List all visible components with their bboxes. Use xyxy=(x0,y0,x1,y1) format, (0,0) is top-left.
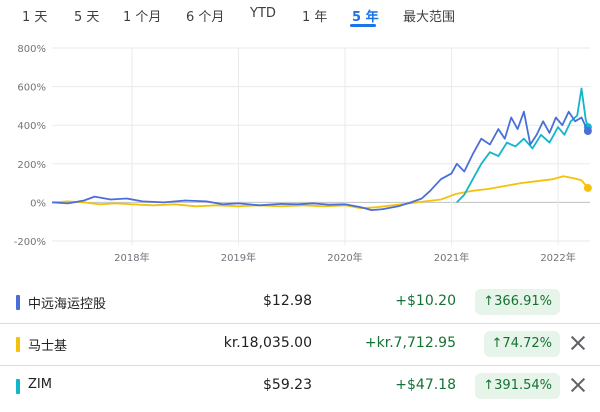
active-tab-underline xyxy=(350,24,376,27)
y-tick-label: -200% xyxy=(14,237,46,248)
comparison-row-maersk[interactable]: 马士基 kr.18,035.00 +kr.7,712.95 ↑74.72% xyxy=(0,324,600,366)
tab-5-years[interactable]: 5 年 xyxy=(352,10,379,25)
x-tick-label: 2018年 xyxy=(114,251,149,264)
x-tick-label: 2022年 xyxy=(540,251,575,264)
y-tick-label: 0% xyxy=(30,198,46,209)
tab-1-month[interactable]: 1 个月 xyxy=(123,10,162,25)
percent-change-badge: ↑74.72% xyxy=(483,331,560,357)
price-change: +$47.18 xyxy=(395,377,456,393)
x-tick-label: 2019年 xyxy=(221,251,256,264)
series-end-marker xyxy=(583,183,592,192)
price-change: +$10.20 xyxy=(395,293,456,309)
row-divider xyxy=(0,365,600,366)
series-line xyxy=(51,110,589,212)
tab-ytd[interactable]: YTD xyxy=(250,6,276,21)
series-line xyxy=(51,175,589,210)
comparison-row-zim[interactable]: ZIM $59.23 +$47.18 ↑391.54% xyxy=(0,366,600,408)
y-tick-label: 800% xyxy=(17,44,46,55)
y-tick-label: 600% xyxy=(17,83,46,94)
series-end-marker xyxy=(583,126,592,135)
x-tick-label: 2021年 xyxy=(434,251,469,264)
stock-price: $12.98 xyxy=(263,293,312,309)
remove-comparison-icon[interactable] xyxy=(568,375,588,395)
series-color-swatch xyxy=(16,337,20,352)
percent-change-badge: ↑391.54% xyxy=(475,373,560,399)
row-divider xyxy=(0,323,600,324)
stock-name: 马士基 xyxy=(28,339,68,354)
tab-1-year[interactable]: 1 年 xyxy=(302,10,328,25)
stock-name: ZIM xyxy=(28,377,52,392)
series-color-swatch xyxy=(16,295,20,310)
tab-5-days[interactable]: 5 天 xyxy=(74,10,100,25)
stock-price: kr.18,035.00 xyxy=(223,335,312,351)
performance-chart[interactable]: -200% 0% 200% 400% 600% 800% 2018年 2019年 2020年 20… xyxy=(0,36,600,276)
y-tick-label: 400% xyxy=(17,121,46,132)
y-tick-label: 200% xyxy=(17,160,46,171)
series-color-swatch xyxy=(16,379,20,394)
stock-name: 中远海运控股 xyxy=(28,297,107,312)
price-change: +kr.7,712.95 xyxy=(364,335,456,351)
remove-comparison-icon[interactable] xyxy=(568,333,588,353)
comparison-row-cosco[interactable]: 中远海运控股 $12.98 +$10.20 ↑366.91% xyxy=(0,282,600,324)
tab-1-day[interactable]: 1 天 xyxy=(22,10,48,25)
tab-6-months[interactable]: 6 个月 xyxy=(186,10,225,25)
series-line xyxy=(456,87,589,204)
range-tabs: 1 天 5 天 1 个月 6 个月 YTD 1 年 5 年 最大范围 xyxy=(0,0,600,30)
x-tick-label: 2020年 xyxy=(327,251,362,264)
percent-change-badge: ↑366.91% xyxy=(475,289,560,315)
stock-price: $59.23 xyxy=(263,377,312,393)
tab-max[interactable]: 最大范围 xyxy=(403,10,456,25)
